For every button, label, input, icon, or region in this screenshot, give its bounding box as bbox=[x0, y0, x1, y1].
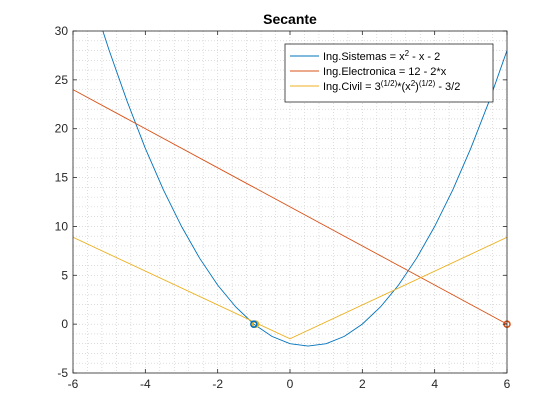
y-tick-label: 10 bbox=[55, 219, 69, 233]
series-line-2 bbox=[73, 89, 507, 325]
legend: Ing.Sistemas = x2 - x - 2 Ing.Electronica… bbox=[284, 43, 494, 103]
y-tick-label: 20 bbox=[55, 122, 69, 136]
chart-title: Secante bbox=[263, 11, 317, 27]
y-tick-label: 25 bbox=[55, 73, 69, 87]
series-layer bbox=[73, 31, 507, 347]
y-tick-label: 30 bbox=[55, 24, 69, 38]
y-tick-label: 5 bbox=[61, 268, 68, 282]
grid bbox=[72, 30, 508, 374]
series-line-1 bbox=[102, 31, 507, 347]
legend-entry: Ing.Sistemas = x2 - x - 2 bbox=[323, 49, 440, 63]
x-tick-label: 6 bbox=[504, 377, 511, 391]
marker-2 bbox=[250, 320, 258, 328]
x-tick-label: -2 bbox=[212, 377, 223, 391]
x-tick-label: -4 bbox=[140, 377, 151, 391]
x-tick-label: 2 bbox=[359, 377, 366, 391]
series-line-3 bbox=[73, 236, 507, 340]
y-tick-label: 0 bbox=[61, 317, 68, 331]
legend-entry: Ing.Electronica = 12 - 2*x bbox=[323, 66, 447, 78]
y-tick-label: -5 bbox=[57, 366, 68, 380]
legend-box bbox=[284, 43, 494, 103]
ticks: -6 -4 -2 0 2 4 6 -5 0 5 10 15 20 25 30 bbox=[55, 24, 511, 391]
legend-entry: Ing.Civil = 3(1/2)*(x2)(1/2) - 3/2 bbox=[323, 79, 460, 93]
x-tick-label: -6 bbox=[68, 377, 79, 391]
x-tick-label: 4 bbox=[431, 377, 438, 391]
x-tick-label: 0 bbox=[287, 377, 294, 391]
y-tick-label: 15 bbox=[55, 171, 69, 185]
